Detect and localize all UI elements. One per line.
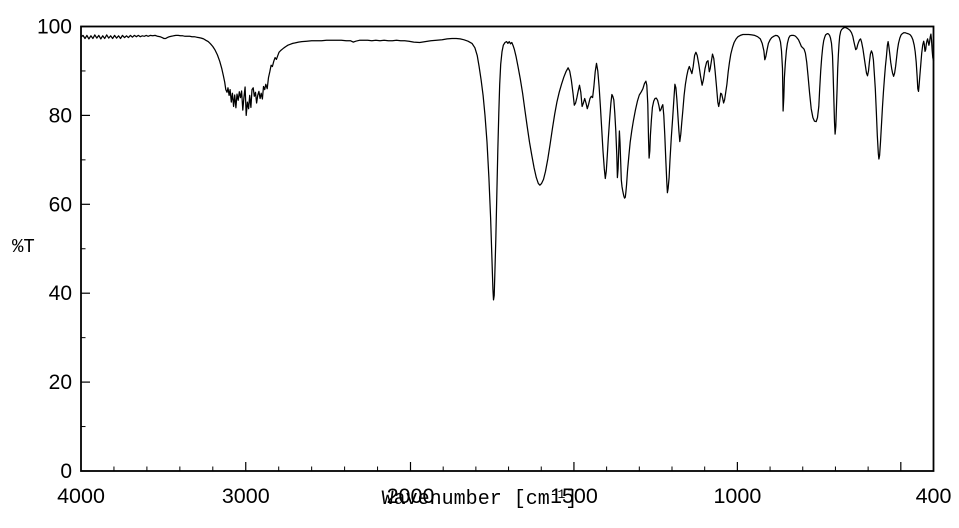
plot-frame (80, 25, 935, 472)
y-tick-label: 20 (49, 371, 72, 394)
x-axis-title-text: Wavenumber [cm (381, 488, 550, 511)
x-tick-label: 1500 (550, 484, 598, 508)
x-tick-label: 2000 (387, 484, 435, 508)
x-axis-title: Wavenumber [cm-1] (0, 487, 959, 511)
x-tick-label: 1000 (713, 484, 761, 508)
spectrum-trace (80, 26, 935, 301)
y-axis-title: %T (12, 236, 35, 258)
y-tick-label: 100 (37, 16, 72, 39)
x-tick-label: 400 (916, 484, 952, 508)
y-tick-label: 80 (49, 104, 72, 127)
x-axis-title-superscript: -1 (549, 487, 566, 502)
y-tick-label: 40 (49, 282, 72, 305)
x-axis-title-bracket: ] (565, 488, 578, 511)
x-tick-label: 4000 (57, 484, 105, 508)
y-tick-label: 0 (60, 460, 72, 483)
y-tick-label: 60 (49, 193, 72, 216)
x-tick-label: 3000 (222, 484, 270, 508)
